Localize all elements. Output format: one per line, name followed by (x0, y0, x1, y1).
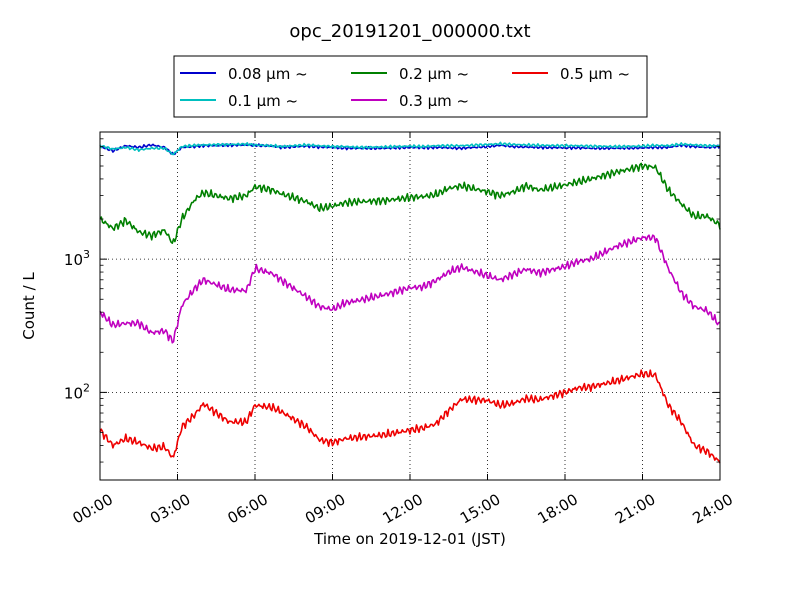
series-line (99, 234, 721, 344)
series-line (99, 369, 721, 464)
y-tick-label: 102 (64, 381, 90, 402)
legend-label: 0.2 μm ~ (399, 65, 469, 83)
series-lines (99, 141, 721, 464)
series-line (99, 162, 721, 244)
legend: 0.08 μm ~ 0.1 μm ~ 0.2 μm ~ 0.3 μm ~ 0.5 μm … (173, 55, 648, 118)
grid (100, 132, 720, 480)
chart-title: opc_20191201_000000.txt (289, 21, 530, 42)
y-tick-label: 103 (64, 248, 90, 269)
legend-label: 0.5 μm ~ (560, 65, 630, 83)
legend-label: 0.08 μm ~ (228, 65, 308, 83)
x-axis-label: Time on 2019-12-01 (JST) (313, 530, 506, 548)
legend-box (173, 55, 648, 118)
x-tick-label: 12:00 (380, 490, 426, 527)
legend-label: 0.3 μm ~ (399, 92, 469, 110)
legend-label: 0.1 μm ~ (228, 92, 298, 110)
y-axis-label: Count / L (20, 272, 38, 340)
series-line (99, 141, 721, 156)
axis-ticks: 00:00 03:00 06:00 09:00 12:00 15:00 18:00 21:00… (64, 131, 736, 527)
x-tick-label: 00:00 (70, 490, 116, 527)
x-tick-label: 21:00 (612, 490, 658, 527)
x-tick-label: 18:00 (535, 490, 581, 527)
x-tick-label: 06:00 (225, 490, 271, 527)
x-tick-label: 03:00 (147, 490, 193, 527)
x-tick-label: 09:00 (302, 490, 348, 527)
x-tick-label: 15:00 (457, 490, 503, 527)
x-tick-label: 24:00 (690, 490, 736, 527)
